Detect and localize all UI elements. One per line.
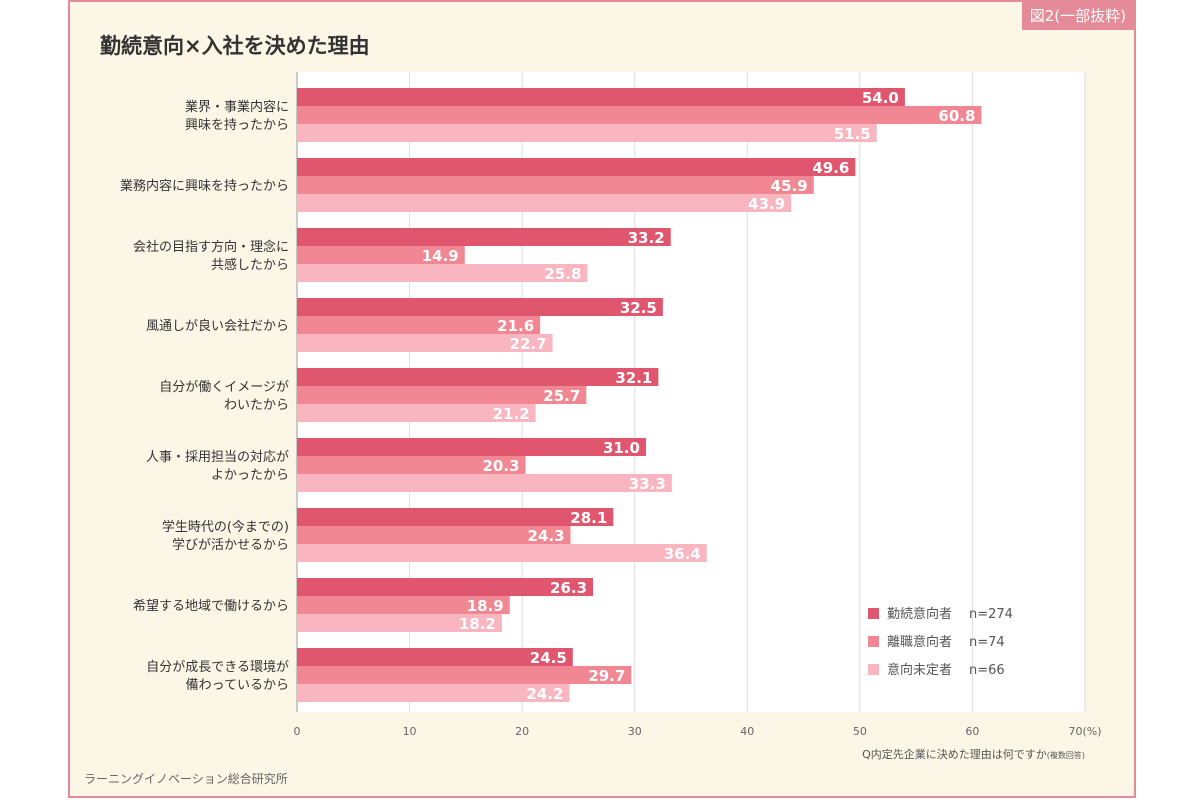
bar (297, 228, 671, 246)
bar (297, 526, 571, 544)
category-label: 備わっているから (186, 677, 289, 693)
x-tick-label: 20 (515, 725, 529, 738)
data-label: 26.3 (550, 579, 587, 597)
x-tick-label: 40 (740, 725, 754, 738)
bar (297, 246, 465, 264)
legend-n: n=274 (969, 607, 1013, 622)
bar (297, 106, 982, 124)
bar (297, 578, 594, 596)
data-label: 49.6 (812, 159, 849, 177)
bar (297, 614, 502, 632)
data-label: 43.9 (748, 195, 785, 213)
x-tick-label: 0 (294, 725, 301, 738)
legend-swatch (868, 608, 879, 619)
legend-n: n=74 (969, 635, 1005, 650)
legend-swatch (868, 664, 879, 675)
data-label: 33.2 (628, 229, 665, 247)
data-label: 29.7 (588, 667, 625, 685)
data-label: 32.1 (615, 369, 652, 387)
bar (297, 316, 541, 334)
legend-label: 離職意向者 (887, 634, 952, 650)
data-label: 33.3 (629, 475, 666, 493)
bar (297, 596, 510, 614)
question-caption: Q内定先企業に決めた理由は何ですか(複数回答) (862, 747, 1085, 761)
data-label: 18.2 (459, 615, 496, 633)
data-label: 25.8 (544, 265, 581, 283)
data-label: 21.6 (497, 317, 534, 335)
category-label: 風通しが良い会社だから (146, 318, 289, 334)
bar (297, 194, 792, 212)
category-label: よかったから (211, 468, 289, 483)
data-label: 25.7 (543, 387, 580, 405)
bar (297, 684, 570, 702)
chart-title: 勤続意向×入社を決めた理由 (100, 34, 370, 58)
x-tick-label: 60 (965, 725, 979, 738)
data-label: 51.5 (834, 125, 871, 143)
data-label: 18.9 (467, 597, 504, 615)
data-label: 21.2 (493, 405, 530, 423)
data-label: 28.1 (570, 509, 607, 527)
category-label: 自分が成長できる環境が (146, 660, 289, 675)
legend-swatch (868, 636, 879, 647)
legend-n: n=66 (969, 663, 1005, 678)
bar (297, 544, 707, 562)
data-label: 31.0 (603, 439, 640, 457)
bar (297, 368, 659, 386)
figure-tag: 図2(一部抜粋) (1021, 2, 1134, 30)
bar (297, 404, 536, 422)
data-label: 24.3 (528, 527, 565, 545)
legend-label: 意向未定者 (887, 662, 952, 678)
category-label: 学生時代の(今までの) (162, 519, 289, 535)
bar (297, 124, 877, 142)
data-label: 60.8 (938, 107, 975, 125)
data-label: 20.3 (483, 457, 520, 475)
x-tick-label: 30 (628, 725, 642, 738)
bar (297, 648, 573, 666)
bar (297, 176, 814, 194)
bar (297, 264, 588, 282)
category-label: 業界・事業内容に (185, 99, 289, 115)
bar (297, 334, 553, 352)
data-label: 32.5 (620, 299, 657, 317)
data-label: 24.2 (526, 685, 563, 703)
category-label: 希望する地域で働けるから (133, 598, 289, 614)
category-label: 業務内容に興味を持ったから (120, 178, 289, 194)
bar (297, 386, 587, 404)
data-label: 45.9 (771, 177, 808, 195)
category-label: 会社の目指す方向・理念に (133, 239, 289, 255)
x-tick-label: 50 (853, 725, 867, 738)
category-label: 人事・採用担当の対応が (146, 450, 289, 465)
bar (297, 438, 646, 456)
bar (297, 298, 663, 316)
category-label: 学びが活かせるから (172, 537, 289, 553)
data-label: 36.4 (664, 545, 701, 563)
data-label: 14.9 (422, 247, 459, 265)
category-label: 興味を持ったから (185, 118, 289, 133)
bar (297, 666, 632, 684)
data-label: 54.0 (862, 89, 899, 107)
bar (297, 508, 614, 526)
category-label: わいたから (224, 398, 289, 413)
category-label: 自分が働くイメージが (159, 380, 289, 395)
x-tick-label: 10 (403, 725, 417, 738)
legend-label: 勤続意向者 (887, 606, 952, 622)
x-tick-label: 70(%) (1068, 725, 1101, 738)
source-credit: ラーニングイノベーション総合研究所 (84, 772, 288, 786)
bar (297, 88, 905, 106)
bar (297, 456, 526, 474)
bar (297, 474, 672, 492)
data-label: 22.7 (510, 335, 547, 353)
category-label: 共感したから (211, 257, 289, 273)
bar (297, 158, 856, 176)
data-label: 24.5 (530, 649, 567, 667)
